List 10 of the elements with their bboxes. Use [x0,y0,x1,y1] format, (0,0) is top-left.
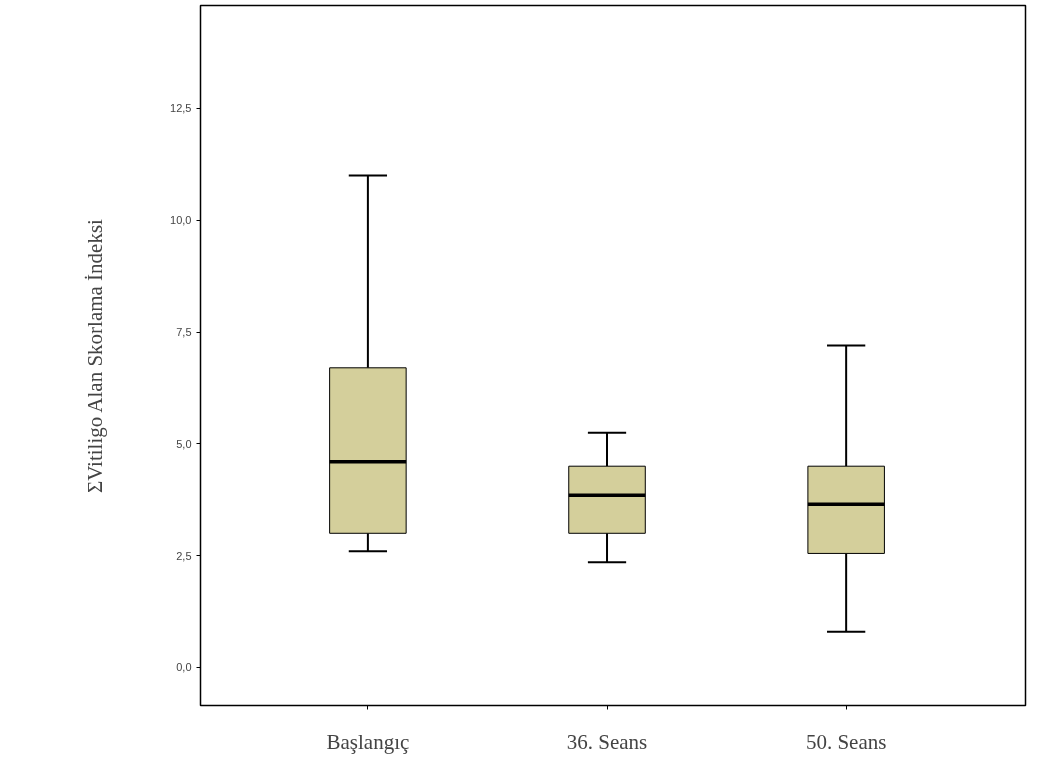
y-tick-label: 10,0 [170,214,192,227]
y-tick-label: 7,5 [176,326,192,339]
x-tick-label: 50. Seans [805,729,887,754]
y-tick-label: 2,5 [176,549,192,562]
y-tick-label: 0,0 [176,661,192,674]
y-axis-title: ΣVitiligo Alan Skorlama İndeksi [83,218,108,494]
y-tick-label: 12,5 [170,102,192,115]
x-tick-label: 36. Seans [566,729,648,754]
y-tick-label: 5,0 [176,437,192,450]
x-tick-label: Başlangıç [326,729,410,754]
